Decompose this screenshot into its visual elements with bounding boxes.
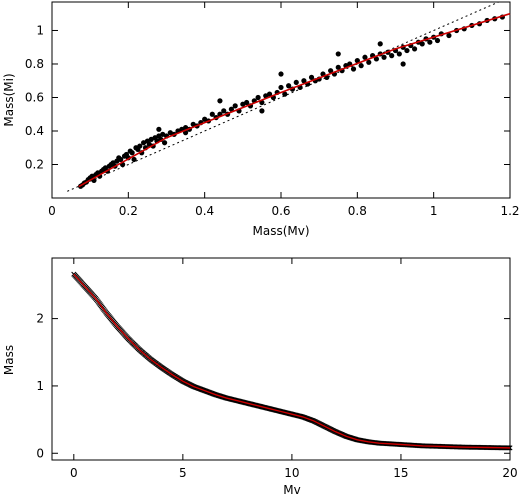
data-point	[404, 47, 410, 54]
x-tick-label: 10	[284, 466, 299, 480]
data-point	[278, 84, 284, 91]
x-tick-label: 20	[502, 466, 517, 480]
y-tick-label: 0.8	[25, 57, 44, 71]
x-tick-label: 5	[179, 466, 187, 480]
data-point	[221, 108, 227, 114]
data-point	[156, 126, 162, 132]
data-point	[389, 53, 395, 59]
x-tick-label: 0.4	[195, 204, 214, 218]
data-point	[427, 39, 433, 45]
x-tick-label: 0.2	[119, 204, 138, 218]
top-y-axis-label: Mass(Mi)	[2, 73, 16, 126]
y-tick-label: 0.6	[25, 90, 44, 104]
data-point	[301, 78, 307, 84]
bottom-x-axis-label: Mv	[283, 483, 300, 495]
data-point	[354, 58, 360, 64]
data-point	[293, 79, 299, 86]
data-point	[335, 64, 341, 70]
data-point	[131, 156, 137, 163]
top-panel: 0 0.2 0.4 0.6 0.8 1 1.2 0.2 0.4 0.6 0.8 1 Mass(Mv)…	[2, 1, 520, 238]
data-point	[161, 140, 168, 146]
data-point	[377, 41, 383, 47]
top-x-axis-label: Mass(Mv)	[252, 224, 309, 238]
data-point	[278, 71, 284, 77]
data-point	[228, 106, 234, 112]
y-tick-label: 0.4	[25, 124, 44, 138]
y-tick-label: 1	[36, 23, 44, 37]
x-tick-label: 1.2	[500, 204, 519, 218]
data-point	[217, 98, 223, 104]
data-point	[308, 74, 315, 80]
x-tick-label: 15	[393, 466, 408, 480]
data-point	[286, 83, 292, 89]
data-point	[129, 150, 135, 156]
data-point	[396, 51, 402, 57]
data-point	[266, 91, 273, 97]
data-point	[209, 111, 215, 117]
y-tick-label: 0	[36, 446, 44, 460]
x-tick-label: 0	[48, 204, 56, 218]
data-point	[362, 54, 368, 60]
data-point	[244, 99, 250, 106]
data-point	[400, 61, 406, 67]
data-point	[335, 51, 341, 57]
data-point	[255, 94, 261, 101]
data-point	[358, 63, 364, 69]
x-tick-label: 1	[430, 204, 438, 218]
y-tick-label: 0.2	[25, 157, 44, 171]
data-point	[350, 66, 357, 72]
bottom-panel: 0 5 10 15 20 0 1 2 Mv Mass	[2, 257, 518, 495]
data-point	[434, 37, 441, 44]
data-point	[282, 91, 288, 97]
data-point	[366, 59, 372, 65]
y-tick-label: 2	[36, 312, 44, 326]
x-tick-label: 0.8	[348, 204, 367, 218]
fit-line	[73, 273, 511, 449]
data-point	[446, 32, 452, 39]
reference-line	[67, 1, 499, 192]
data-point	[381, 54, 387, 60]
data-point	[411, 46, 418, 52]
bottom-y-axis-label: Mass	[2, 345, 16, 375]
x-tick-label: 0	[70, 466, 78, 480]
data-point	[118, 156, 124, 163]
data-point	[373, 56, 380, 62]
bottom-plot-frame	[51, 257, 511, 461]
y-tick-label: 1	[36, 379, 44, 393]
data-point	[328, 68, 334, 74]
data-point	[232, 103, 238, 109]
x-tick-label: 0.6	[271, 204, 290, 218]
fit-line	[78, 12, 511, 188]
data-point	[259, 108, 265, 114]
data-point	[419, 41, 425, 47]
data-point	[137, 143, 143, 149]
